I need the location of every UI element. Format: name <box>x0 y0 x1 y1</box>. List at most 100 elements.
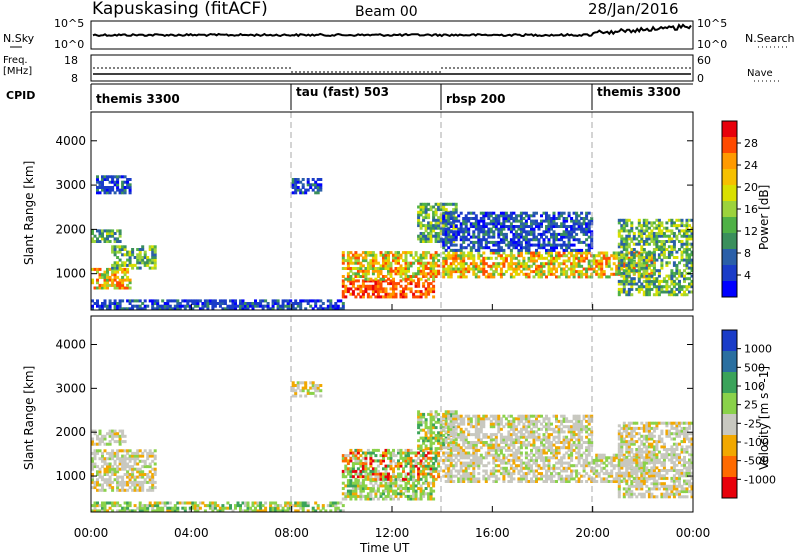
data-patch-12 <box>91 299 345 311</box>
velocity-panel: 4000 3000 2000 1000 Slant Range [km] 00:00 0… <box>22 304 710 554</box>
cpid-mode-3: rbsp 200 <box>446 92 505 106</box>
data-patch-5 <box>341 448 441 481</box>
colorbar-swatch-6 <box>722 435 737 457</box>
cpid-mode-4: themis 3300 <box>597 85 681 99</box>
time-x-ticks: 00:00 04:00 08:00 12:00 16:00 20:00 00:00 <box>74 304 711 540</box>
data-patch-9 <box>442 251 656 279</box>
colorbar-tick-7: -500 <box>744 455 769 468</box>
site-title: Kapuskasing (fitACF) <box>92 0 268 19</box>
power-colorbar: 28 24 20 16 12 8 4 Power [dB] <box>721 120 771 298</box>
cpid-label: CPID <box>6 89 35 102</box>
x-tick-label-4: 12:00 <box>375 526 410 540</box>
cpid-mode-1: themis 3300 <box>96 92 180 106</box>
sky-noise-panel: N.Sky 10^5 10^0 10^5 10^0 N.Search <box>3 17 795 51</box>
colorbar-swatch-3 <box>722 153 737 170</box>
x-tick-label-3: 08:00 <box>274 526 309 540</box>
x-tick-label-2: 04:00 <box>174 526 209 540</box>
data-patch-1 <box>91 449 157 492</box>
date-label: 28/Jan/2016 <box>588 0 679 18</box>
y-tick-label-2: 3000 <box>55 381 86 395</box>
velocity-y-ticks: 4000 3000 2000 1000 <box>55 338 693 483</box>
nave-label: Nave <box>747 68 773 79</box>
nave-tick-bottom: 0 <box>697 72 704 85</box>
data-patch-8 <box>417 202 458 243</box>
colorbar-swatch-2 <box>722 137 737 154</box>
power-y-ticks: 4000 3000 2000 1000 <box>55 134 693 281</box>
sky-left-tick-bottom: 10^0 <box>54 38 84 51</box>
y-tick-label-1: 4000 <box>55 134 86 148</box>
power-y-label: Slant Range [km] <box>22 161 36 265</box>
colorbar-tick-5: -25 <box>744 417 762 430</box>
data-patch-3 <box>291 381 323 398</box>
sky-left-label: N.Sky <box>3 32 35 45</box>
data-patch-2 <box>91 429 127 446</box>
x-tick-label-7: 00:00 <box>676 526 711 540</box>
colorbar-tick-1: 1000 <box>744 343 772 356</box>
freq-tick-bottom: 8 <box>71 72 78 85</box>
time-x-label: Time UT <box>359 541 410 554</box>
colorbar-swatch-9 <box>722 249 737 266</box>
beam-label: Beam 00 <box>355 4 418 20</box>
cpid-panel: CPID themis 3300 tau (fast) 503 rbsp 200… <box>6 83 693 110</box>
data-patch-8 <box>442 414 594 455</box>
power-colorbar-label: Power [dB] <box>757 185 771 250</box>
colorbar-swatch-2 <box>722 351 737 373</box>
sky-noise-series <box>92 23 692 38</box>
data-patch-7 <box>341 251 441 281</box>
sky-right-tick-bottom: 10^0 <box>697 38 727 51</box>
colorbar-tick-4: 25 <box>744 399 758 412</box>
colorbar-swatch-1 <box>722 330 737 352</box>
colorbar-tick-5: 12 <box>744 225 758 238</box>
y-tick-label-2: 3000 <box>55 178 86 192</box>
data-patch-9 <box>617 421 694 499</box>
y-tick-label-3: 2000 <box>55 222 86 236</box>
cpid-mode-2: tau (fast) 503 <box>296 85 389 99</box>
colorbar-swatch-5 <box>722 414 737 436</box>
data-patch-11 <box>617 218 694 297</box>
data-patch-2 <box>91 229 122 243</box>
y-tick-label-3: 2000 <box>55 425 86 439</box>
colorbar-tick-7: 4 <box>744 269 751 282</box>
colorbar-swatch-7 <box>722 456 737 478</box>
data-patch-10 <box>442 211 594 252</box>
colorbar-swatch-8 <box>722 477 737 499</box>
velocity-colorbar: 1000 500 100 25 -25 -100 -500 -1000 Velocity [m… <box>721 329 776 499</box>
x-tick-label-5: 16:00 <box>475 526 510 540</box>
colorbar-tick-8: -1000 <box>744 473 776 486</box>
velocity-y-label: Slant Range [km] <box>22 366 36 470</box>
velocity-data <box>91 381 694 513</box>
colorbar-swatch-3 <box>722 372 737 394</box>
colorbar-swatch-8 <box>722 233 737 250</box>
colorbar-tick-3: 100 <box>744 380 765 393</box>
data-patch-4 <box>341 479 436 501</box>
colorbar-tick-2: 500 <box>744 361 765 374</box>
freq-label-line1: Freq. <box>3 55 28 66</box>
colorbar-swatch-4 <box>722 169 737 186</box>
colorbar-tick-1: 28 <box>744 137 758 150</box>
data-patch-5 <box>291 178 323 195</box>
y-tick-label-4: 1000 <box>55 469 86 483</box>
data-patch-4 <box>96 175 132 195</box>
data-patch-6 <box>341 279 436 299</box>
x-tick-label-6: 20:00 <box>575 526 610 540</box>
colorbar-tick-6: -100 <box>744 436 769 449</box>
y-tick-label-1: 4000 <box>55 338 86 352</box>
sky-right-label: N.Search <box>745 32 795 45</box>
colorbar-swatch-10 <box>722 265 737 282</box>
power-data <box>91 175 694 311</box>
colorbar-tick-3: 20 <box>744 181 758 194</box>
colorbar-swatch-11 <box>722 281 737 298</box>
velocity-colorbar-label: Velocity [m s^-1] <box>757 366 771 470</box>
freq-tick-top: 18 <box>64 54 78 67</box>
data-patch-10 <box>91 501 345 513</box>
colorbar-swatch-1 <box>722 121 737 138</box>
colorbar-tick-4: 16 <box>744 203 758 216</box>
power-panel: 4000 3000 2000 1000 Slant Range [km] <box>22 111 694 311</box>
colorbar-swatch-4 <box>722 393 737 415</box>
sky-left-tick-top: 10^5 <box>54 17 84 30</box>
colorbar-swatch-6 <box>722 201 737 218</box>
freq-label-line2: [MHz] <box>3 66 32 77</box>
data-patch-3 <box>111 245 157 270</box>
colorbar-swatch-5 <box>722 185 737 202</box>
